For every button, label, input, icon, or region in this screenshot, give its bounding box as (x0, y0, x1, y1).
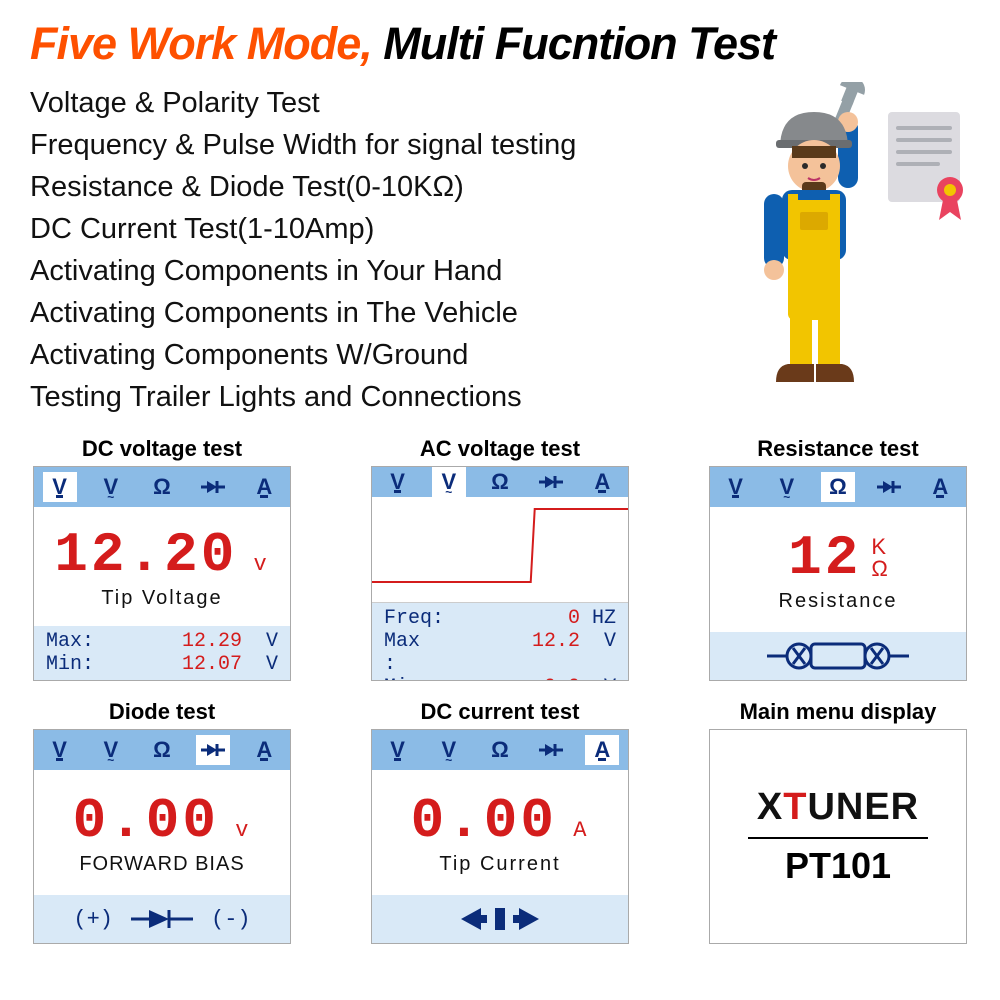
screen-cell: DC voltage testVV~ΩA12.20 vTip VoltageMa… (33, 436, 291, 681)
screen-body: 0.00 vFORWARD BIAS (34, 770, 290, 895)
screen-title: AC voltage test (371, 436, 629, 462)
mode-diode-icon[interactable] (196, 735, 230, 765)
waveform-graph (372, 497, 628, 603)
mode-resistance-icon[interactable]: Ω (483, 735, 517, 765)
reading-value: 12.20 v (54, 523, 269, 587)
reading-label: FORWARD BIAS (79, 853, 244, 876)
mode-current-icon[interactable]: A (247, 472, 281, 502)
mode-dc-voltage-icon[interactable]: V (43, 472, 77, 502)
screen-title: DC current test (371, 699, 629, 725)
reading-label: Tip Current (439, 853, 560, 876)
polarity-minus: (-) (211, 907, 251, 932)
mode-ac-voltage-icon[interactable]: V~ (94, 472, 128, 502)
screens-grid: DC voltage testVV~ΩA12.20 vTip VoltageMa… (30, 436, 970, 944)
technician-illustration (710, 82, 970, 418)
feature-item: Frequency & Pulse Width for signal testi… (30, 124, 710, 166)
headline-orange: Five Work Mode, (30, 18, 372, 69)
resistor-symbol (710, 632, 966, 680)
mode-current-icon[interactable]: A (585, 467, 619, 497)
feature-list: Voltage & Polarity TestFrequency & Pulse… (30, 82, 710, 418)
feature-item: Activating Components W/Ground (30, 334, 710, 376)
screen-title: DC voltage test (33, 436, 291, 462)
mode-diode-icon[interactable] (872, 472, 906, 502)
screen-title: Resistance test (709, 436, 967, 462)
mode-ac-voltage-icon[interactable]: V~ (770, 472, 804, 502)
footer-row: Max :12.2V (384, 630, 616, 676)
mode-dc-voltage-icon[interactable]: V (719, 472, 753, 502)
mode-diode-icon[interactable] (196, 472, 230, 502)
footer-row: Max:12.29V (46, 630, 278, 653)
mode-resistance-icon[interactable]: Ω (145, 472, 179, 502)
mode-iconbar: V V~ Ω A (372, 730, 628, 770)
top-row: Voltage & Polarity TestFrequency & Pulse… (30, 82, 970, 418)
screen-footer: Max:12.29VMin:12.07V (34, 626, 290, 680)
mode-diode-icon[interactable] (534, 735, 568, 765)
screen-body: 12KΩResistance (710, 507, 966, 632)
feature-item: Activating Components in Your Hand (30, 250, 710, 292)
reading-value: 12KΩ (788, 526, 888, 590)
mode-dc-voltage-icon[interactable]: V (381, 735, 415, 765)
mode-dc-voltage-icon[interactable]: V (381, 467, 415, 497)
mode-current-icon[interactable]: A (923, 472, 957, 502)
mode-resistance-icon[interactable]: Ω (483, 467, 517, 497)
headline-black: Multi Fucntion Test (383, 18, 775, 69)
current-symbol (372, 895, 628, 943)
mode-resistance-icon[interactable]: Ω (821, 472, 855, 502)
screen-body: 0.00 ATip Current (372, 770, 628, 895)
mode-dc-voltage-icon[interactable]: V (43, 735, 77, 765)
mode-resistance-icon[interactable]: Ω (145, 735, 179, 765)
feature-item: Resistance & Diode Test(0-10KΩ) (30, 166, 710, 208)
screen-title: Diode test (33, 699, 291, 725)
dc-voltage-screen: VV~ΩA12.20 vTip VoltageMax:12.29VMin:12.… (33, 466, 291, 681)
screen-footer: Freq:0HZMax :12.2VMin :0.0V (372, 603, 628, 681)
mode-ac-voltage-icon[interactable]: V~ (432, 735, 466, 765)
model-name: PT101 (748, 837, 928, 887)
footer-row: Min:12.07V (46, 653, 278, 676)
diode-symbol-row: (+) (-) (34, 895, 290, 943)
dc-current-screen: V V~ Ω A 0.00 ATip Current (371, 729, 629, 944)
diode-screen: V V~ Ω A 0.00 vFORWARD BIAS (+) (-) (33, 729, 291, 944)
reading-label: Tip Voltage (101, 587, 222, 610)
screen-cell: AC voltage test V V~ Ω A Freq:0HZMax :12.2VMi… (371, 436, 629, 681)
mode-ac-voltage-icon[interactable]: V~ (432, 467, 466, 497)
mode-iconbar: V V~ Ω A (34, 467, 290, 507)
mode-iconbar: V V~ Ω A (34, 730, 290, 770)
reading-value: 0.00 A (411, 789, 590, 853)
footer-row: Min :0.0V (384, 676, 616, 681)
screen-cell: Main menu display XTUNER PT101 (709, 699, 967, 944)
footer-row: Freq:0HZ (384, 607, 616, 630)
headline: Five Work Mode, Multi Fucntion Test (30, 18, 970, 70)
ac-voltage-screen: V V~ Ω A Freq:0HZMax :12.2VMin :0.0V (371, 466, 629, 681)
feature-item: Testing Trailer Lights and Connections (30, 376, 710, 418)
reading-value: 0.00 v (73, 789, 252, 853)
reading-label: Resistance (779, 590, 898, 613)
mode-iconbar: V V~ Ω A (710, 467, 966, 507)
feature-item: DC Current Test(1-10Amp) (30, 208, 710, 250)
feature-item: Activating Components in The Vehicle (30, 292, 710, 334)
feature-item: Voltage & Polarity Test (30, 82, 710, 124)
mode-current-icon[interactable]: A (585, 735, 619, 765)
screen-title: Main menu display (709, 699, 967, 725)
mode-ac-voltage-icon[interactable]: V~ (94, 735, 128, 765)
mode-iconbar: V V~ Ω A (372, 467, 628, 497)
screen-cell: Resistance test V V~ Ω A 12KΩResistance (709, 436, 967, 681)
polarity-plus: (+) (73, 907, 113, 932)
mode-current-icon[interactable]: A (247, 735, 281, 765)
main-menu-screen: XTUNER PT101 (709, 729, 967, 944)
mode-diode-icon[interactable] (534, 467, 568, 497)
screen-cell: DC current test V V~ Ω A 0.00 ATip Current (371, 699, 629, 944)
brand-block: XTUNER PT101 (748, 730, 928, 943)
resistance-screen: V V~ Ω A 12KΩResistance (709, 466, 967, 681)
screen-body: 12.20 vTip Voltage (34, 507, 290, 626)
brand-name: XTUNER (757, 786, 919, 829)
screen-cell: Diode test V V~ Ω A 0.00 vFORWARD BIAS (+) (-) (33, 699, 291, 944)
